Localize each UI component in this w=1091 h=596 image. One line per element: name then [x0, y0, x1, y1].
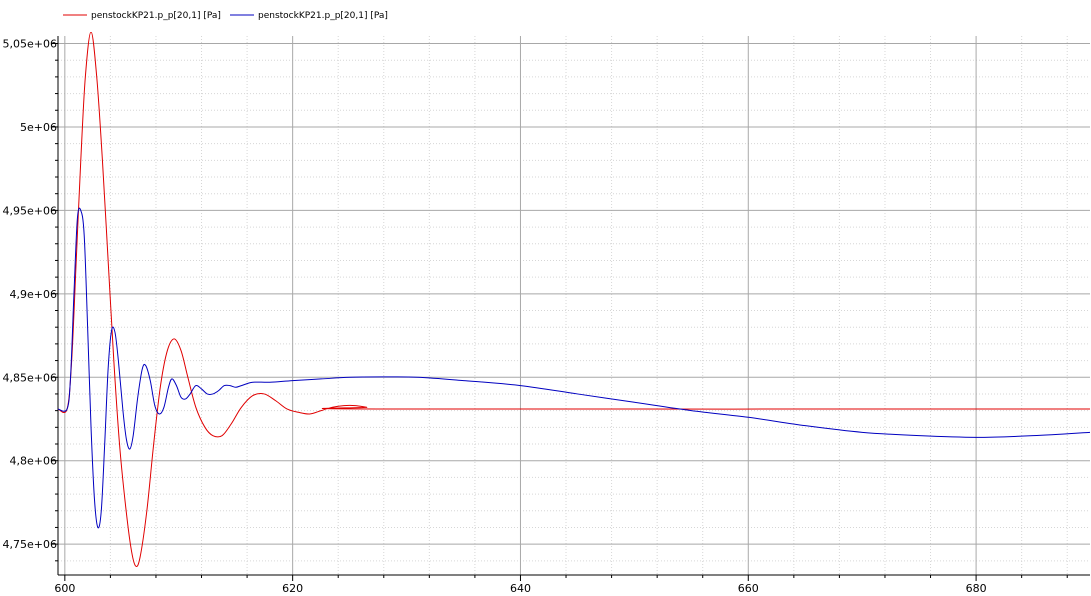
y-axis: 4,75e+06 4,8e+06 4,85e+06 4,9e+06 4,95e+06 5e…: [3, 38, 58, 562]
x-tick-label: 680: [966, 582, 987, 595]
minor-grid: [58, 36, 1090, 575]
legend-item-2[interactable]: penstockKP21.p_p[20,1] [Pa]: [230, 11, 388, 21]
x-axis: 600 620 640 660 680: [54, 575, 1068, 595]
x-tick-label: 660: [738, 582, 759, 595]
legend-item-1[interactable]: penstockKP21.p_p[20,1] [Pa]: [63, 11, 221, 21]
y-tick-label: 4,85e+06: [3, 371, 57, 384]
legend: penstockKP21.p_p[20,1] [Pa] penstockKP21…: [63, 11, 388, 21]
y-tick-label: 4,95e+06: [3, 204, 57, 217]
y-tick-label: 5e+06: [20, 121, 57, 134]
axes: [57, 36, 1090, 576]
x-tick-label: 620: [282, 582, 303, 595]
major-grid: [58, 36, 1090, 575]
plot-area[interactable]: [58, 32, 1090, 568]
legend-label-2: penstockKP21.p_p[20,1] [Pa]: [258, 11, 388, 21]
y-tick-label: 5,05e+06: [3, 38, 57, 51]
x-tick-label: 640: [510, 582, 531, 595]
series-line-1[interactable]: [58, 32, 1090, 568]
y-tick-label: 4,9e+06: [10, 288, 57, 301]
y-tick-label: 4,8e+06: [10, 455, 57, 468]
legend-label-1: penstockKP21.p_p[20,1] [Pa]: [91, 11, 221, 21]
y-tick-label: 4,75e+06: [3, 538, 57, 551]
series-line-2[interactable]: [58, 207, 1090, 529]
x-tick-label: 600: [54, 582, 75, 595]
